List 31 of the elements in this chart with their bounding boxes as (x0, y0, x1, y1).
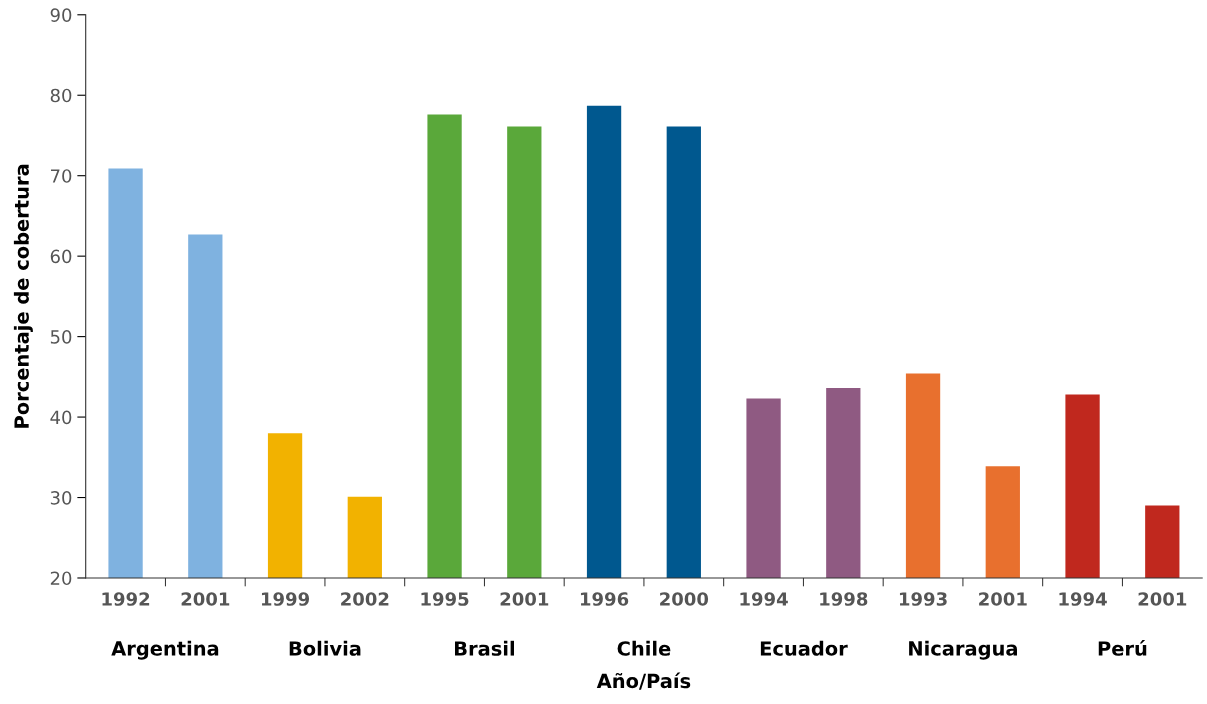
x-tick-label: 1994 (1059, 592, 1107, 606)
x-tick-label: 2002 (341, 592, 389, 606)
text: Nicaragua (909, 640, 1017, 660)
text: Chile (617, 640, 671, 656)
y-tick-label: 70 (51, 169, 72, 183)
x-tick-label: 2001 (181, 592, 230, 606)
x-tick-label: 1993 (899, 592, 947, 606)
y-tick-label: 40 (50, 410, 72, 425)
text: Ecuador (760, 640, 848, 656)
x-axis-title: Año/País (596, 672, 691, 690)
y-tick-label: 30 (50, 490, 72, 505)
y-tick-label: 90 (50, 8, 72, 22)
x-tick-label: 2001 (500, 592, 549, 606)
y-tick-label: 20 (50, 571, 72, 586)
x-tick-label: 1995 (421, 592, 469, 606)
y-tick-label: 80 (50, 88, 72, 103)
y-tick-label: 50 (50, 330, 72, 344)
x-tick-label: 2001 (1138, 592, 1187, 606)
x-tick-label: 1999 (261, 592, 310, 606)
x-tick-label: 2001 (979, 592, 1027, 606)
y-tick-label: 60 (50, 249, 72, 264)
text: Bolivia (289, 640, 361, 656)
text: Argentina (111, 640, 219, 660)
x-tick-label: 1992 (102, 592, 150, 606)
y-axis-title: Porcentaje de cobertura (13, 164, 33, 428)
x-tick-label: 2000 (660, 592, 709, 606)
x-tick-label: 1998 (820, 592, 868, 606)
text: Brasil (455, 640, 515, 656)
x-tick-label: 1994 (740, 592, 788, 606)
text: Perú (1098, 640, 1147, 656)
x-tick-label: 1996 (580, 592, 629, 606)
